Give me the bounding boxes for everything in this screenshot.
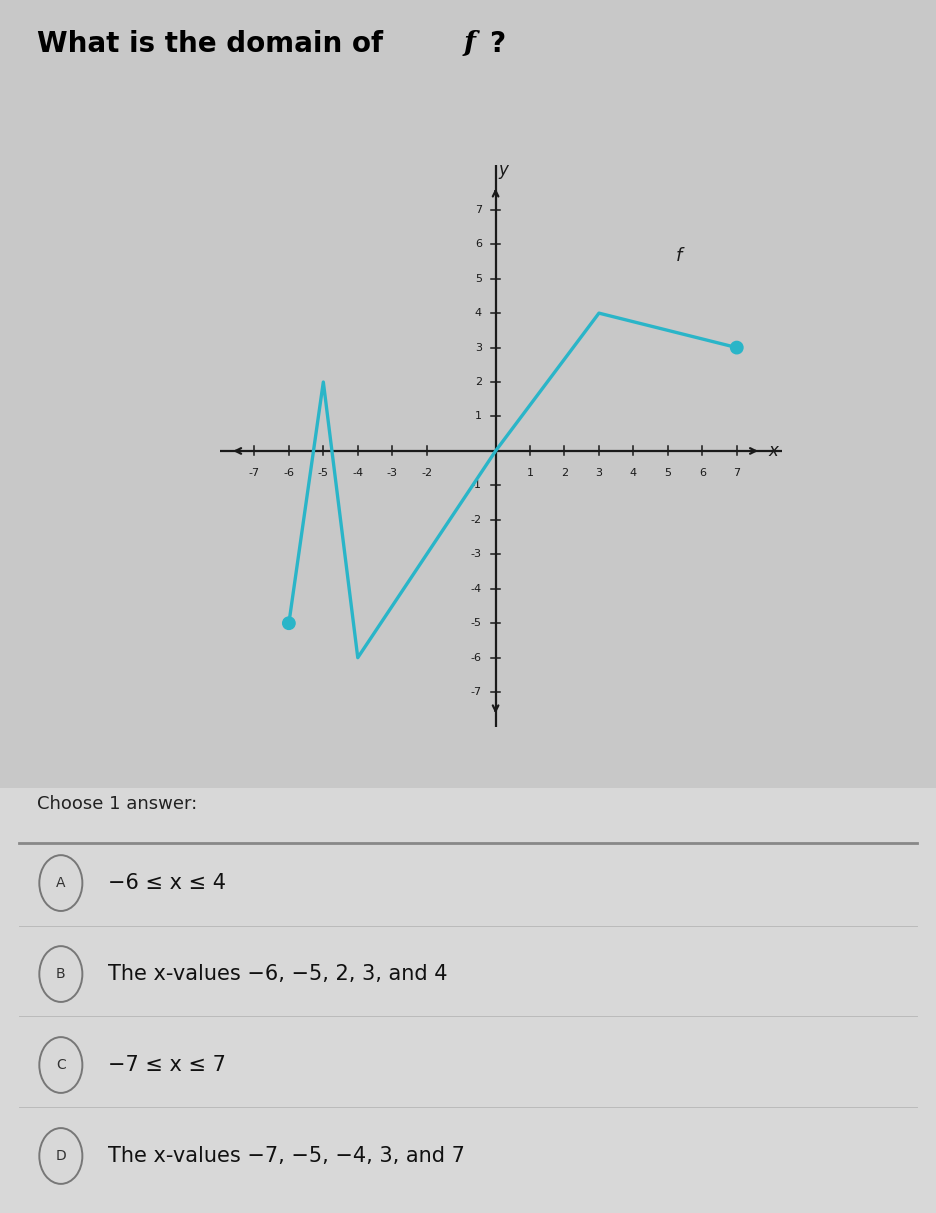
Text: 3: 3 (595, 468, 603, 478)
Text: 4: 4 (475, 308, 482, 318)
Text: 6: 6 (699, 468, 706, 478)
Text: -2: -2 (471, 514, 482, 525)
Text: D: D (55, 1149, 66, 1163)
Text: $x$: $x$ (768, 442, 781, 460)
Text: The x-values −6, −5, 2, 3, and 4: The x-values −6, −5, 2, 3, and 4 (108, 964, 447, 984)
Text: -2: -2 (421, 468, 432, 478)
Text: -6: -6 (284, 468, 294, 478)
Text: -4: -4 (471, 583, 482, 593)
Text: -3: -3 (471, 549, 482, 559)
Text: -3: -3 (387, 468, 398, 478)
Text: -7: -7 (471, 687, 482, 697)
Text: 2: 2 (475, 377, 482, 387)
Text: 1: 1 (475, 411, 482, 421)
Text: A: A (56, 876, 66, 890)
Text: -7: -7 (249, 468, 260, 478)
Text: Choose 1 answer:: Choose 1 answer: (37, 795, 197, 813)
Text: -6: -6 (471, 653, 482, 662)
Text: C: C (56, 1058, 66, 1072)
Circle shape (731, 341, 743, 354)
Text: 4: 4 (630, 468, 637, 478)
Text: -1: -1 (471, 480, 482, 490)
Text: −7 ≤ x ≤ 7: −7 ≤ x ≤ 7 (108, 1055, 226, 1075)
Text: -4: -4 (352, 468, 363, 478)
Text: 6: 6 (475, 239, 482, 249)
Text: The x-values −7, −5, −4, 3, and 7: The x-values −7, −5, −4, 3, and 7 (108, 1146, 464, 1166)
Text: 5: 5 (475, 274, 482, 284)
Text: -5: -5 (318, 468, 329, 478)
Text: $y$: $y$ (498, 163, 510, 181)
Text: -5: -5 (471, 619, 482, 628)
Text: 7: 7 (733, 468, 740, 478)
Text: What is the domain of: What is the domain of (37, 29, 393, 58)
Text: ?: ? (490, 29, 505, 58)
Text: 5: 5 (665, 468, 671, 478)
Text: 1: 1 (527, 468, 534, 478)
Text: 7: 7 (475, 205, 482, 215)
Circle shape (283, 617, 295, 630)
Text: $f$: $f$ (675, 247, 685, 266)
Text: 2: 2 (561, 468, 568, 478)
Text: −6 ≤ x ≤ 4: −6 ≤ x ≤ 4 (108, 873, 226, 893)
Text: B: B (56, 967, 66, 981)
Text: 3: 3 (475, 342, 482, 353)
Text: f: f (463, 30, 475, 57)
